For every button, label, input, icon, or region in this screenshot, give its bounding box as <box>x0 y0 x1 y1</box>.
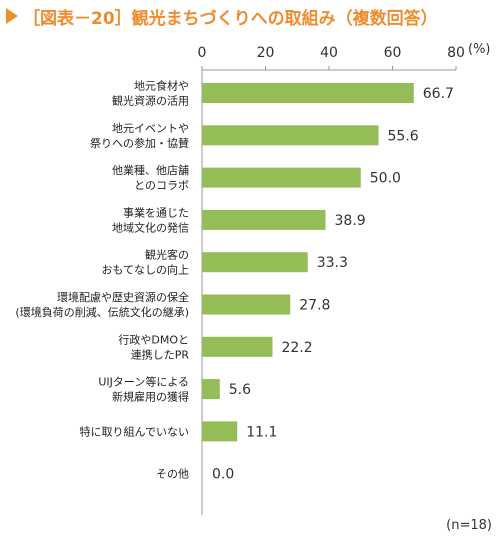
triangle-icon <box>6 8 18 24</box>
category-label: 特に取り組んでいない <box>80 424 189 438</box>
category-label: 行政やDMOと <box>118 332 189 346</box>
value-label: 66.7 <box>423 86 454 102</box>
x-tick-label: 20 <box>257 45 275 61</box>
bar <box>202 379 220 400</box>
category-label: おもてなしの向上 <box>101 263 189 277</box>
x-tick-label: 80 <box>447 45 465 61</box>
value-label: 22.2 <box>281 340 312 356</box>
category-label: UIJターン等による <box>98 375 189 389</box>
category-label: 祭りへの参加・協賛 <box>90 136 189 150</box>
sample-size-note: (n=18) <box>446 518 492 533</box>
category-label: 新規雇用の獲得 <box>112 390 189 404</box>
bar <box>202 294 291 315</box>
value-label: 38.9 <box>335 213 366 229</box>
category-label: 観光資源の活用 <box>112 94 189 108</box>
value-label: 11.1 <box>246 424 277 440</box>
x-tick-label: 60 <box>384 45 402 61</box>
bar <box>202 167 361 188</box>
category-label: 連携したPR <box>131 347 190 361</box>
category-label: 地域文化の発信 <box>112 220 189 234</box>
category-label: (環境負荷の削減、伝統文化の継承) <box>15 305 189 319</box>
value-label: 5.6 <box>229 382 251 398</box>
category-label: その他 <box>156 468 189 481</box>
chart-title: ［図表－20］観光まちづくりへの取組み（複数回答） <box>6 4 438 29</box>
bar <box>202 209 326 230</box>
category-label: 事業を通じた <box>123 206 189 219</box>
value-label: 50.0 <box>370 171 401 187</box>
value-label: 33.3 <box>317 255 348 271</box>
bar <box>202 83 414 103</box>
category-label: 地元食材や <box>134 79 189 93</box>
category-label: とのコラボ <box>134 179 189 192</box>
category-label: 地元イベントや <box>112 122 189 135</box>
unit-label: (%) <box>468 42 491 57</box>
x-tick-label: 40 <box>320 45 338 61</box>
category-label: 他業種、他店舗 <box>112 163 189 177</box>
category-label: 環境配慮や歴史資源の保全 <box>57 290 189 304</box>
bar <box>202 252 308 273</box>
bar <box>202 421 238 442</box>
bar <box>202 336 273 357</box>
chart-title-text: ［図表－20］観光まちづくりへの取組み（複数回答） <box>23 8 438 29</box>
category-label: 観光客の <box>145 248 189 262</box>
x-tick-label: 0 <box>198 45 207 61</box>
bar <box>202 125 379 146</box>
value-label: 27.8 <box>299 298 330 314</box>
value-label: 0.0 <box>212 467 234 483</box>
value-label: 55.6 <box>388 128 419 144</box>
